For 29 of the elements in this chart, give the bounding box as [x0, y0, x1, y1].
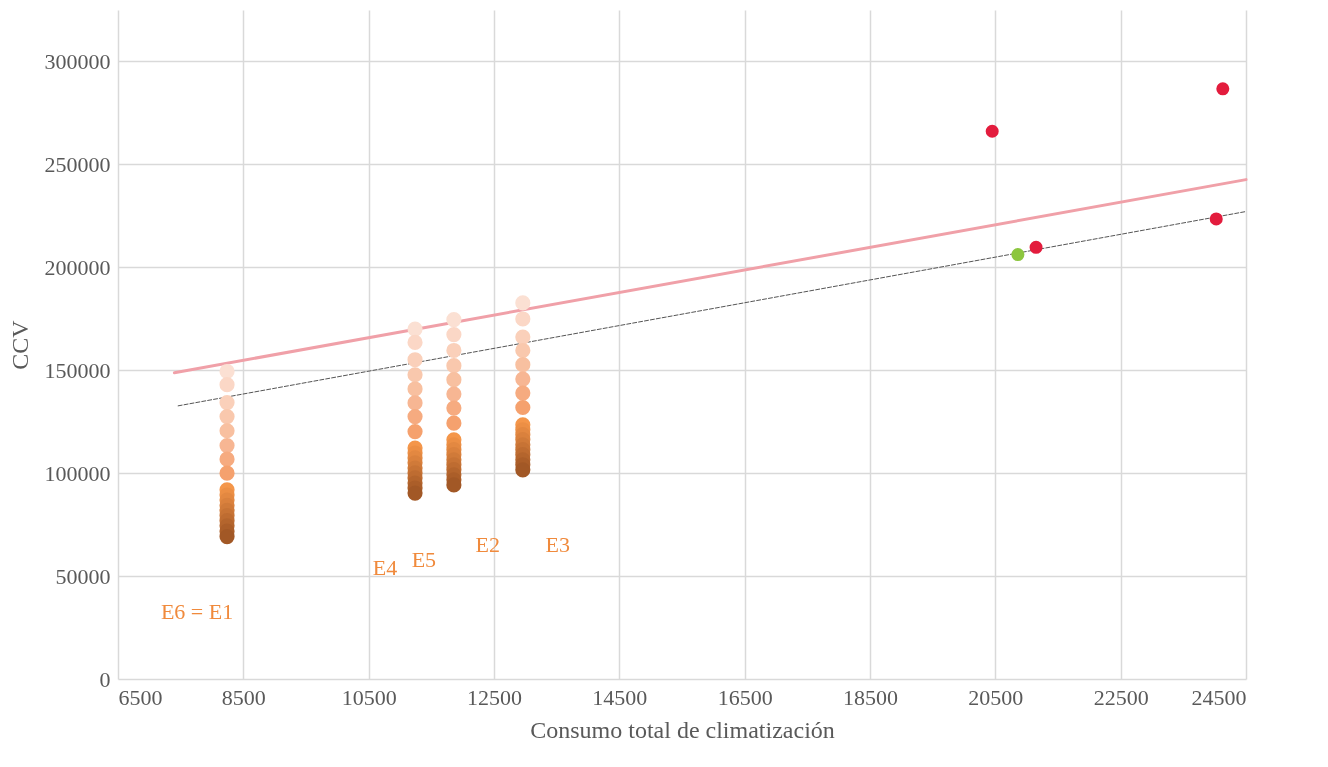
- y-tick-label: 300000: [44, 48, 111, 74]
- y-tick-label: 200000: [44, 254, 111, 280]
- x-tick-label: 20500: [968, 684, 1024, 710]
- annotation: E4: [372, 555, 398, 581]
- x-tick-label: 24500: [1191, 684, 1247, 710]
- annotation: E2: [475, 531, 501, 557]
- x-axis-title: Consumo total de climatización: [530, 716, 835, 743]
- y-tick-label: 150000: [44, 357, 111, 383]
- x-tick-label: 10500: [341, 684, 397, 710]
- y-tick-label: 0: [99, 666, 111, 692]
- x-tick-label: 16500: [717, 684, 773, 710]
- point: [985, 124, 999, 138]
- y-tick-label: 250000: [44, 151, 111, 177]
- x-tick-label: 8500: [221, 684, 266, 710]
- point: [1029, 240, 1043, 254]
- annotation: E3: [545, 531, 571, 557]
- y-axis-title: CCV: [6, 319, 33, 370]
- x-tick-label: 18500: [843, 684, 898, 710]
- x-tick-label: 14500: [592, 684, 648, 710]
- x-tick-label: 12500: [467, 684, 522, 710]
- point: [1209, 212, 1223, 226]
- y-tick-label: 100000: [44, 460, 111, 486]
- annotation: E6 = E1: [160, 598, 234, 624]
- x-tick-label: 22500: [1093, 684, 1149, 710]
- y-tick-label: 50000: [55, 563, 111, 589]
- annotation: E5: [411, 546, 437, 572]
- point: [1011, 248, 1025, 262]
- x-tick-label: 6500: [118, 684, 163, 710]
- point: [1216, 82, 1230, 96]
